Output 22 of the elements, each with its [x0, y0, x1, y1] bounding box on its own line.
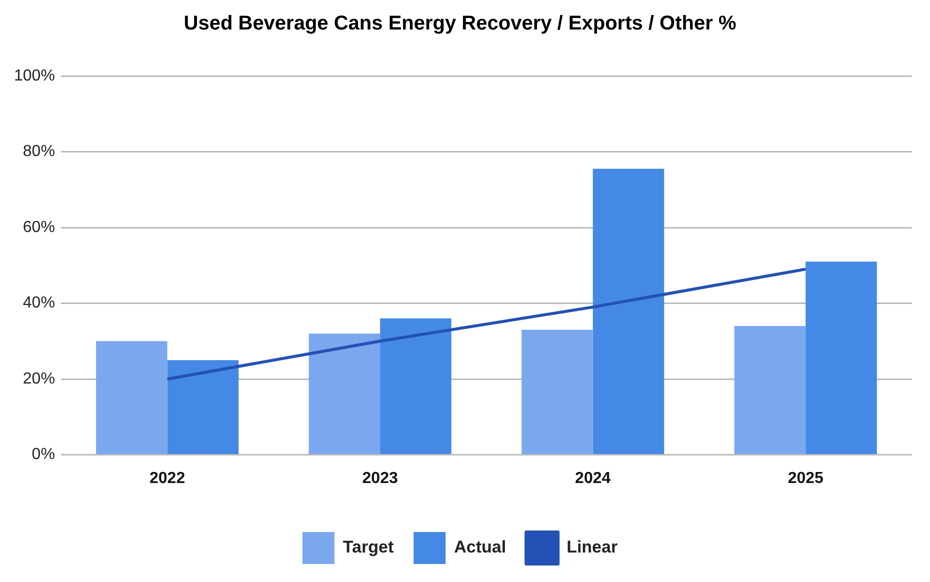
bar — [806, 262, 877, 454]
y-tick-label: 0% — [32, 446, 55, 464]
x-tick-label: 2024 — [575, 470, 611, 487]
x-tick-label: 2025 — [788, 470, 824, 487]
bar — [522, 330, 593, 454]
bar — [167, 360, 239, 454]
legend-label: Actual — [454, 538, 506, 557]
bar — [96, 341, 168, 454]
legend-label: Linear — [566, 538, 618, 557]
bar — [380, 318, 452, 454]
x-tick-label: 2023 — [362, 470, 398, 487]
y-tick-label: 20% — [22, 370, 55, 388]
legend-label: Target — [342, 538, 394, 557]
y-tick-label: 80% — [22, 143, 55, 160]
bar — [592, 168, 664, 454]
x-tick-label: 2022 — [150, 470, 186, 487]
y-tick-label: 40% — [22, 294, 55, 312]
chart-title: Used Beverage Cans Energy Recovery / Exports / Other % — [184, 12, 736, 35]
y-tick-label: 60% — [22, 218, 55, 236]
bar — [734, 326, 806, 454]
y-tick-label: 100% — [14, 67, 55, 84]
bar — [308, 334, 380, 454]
